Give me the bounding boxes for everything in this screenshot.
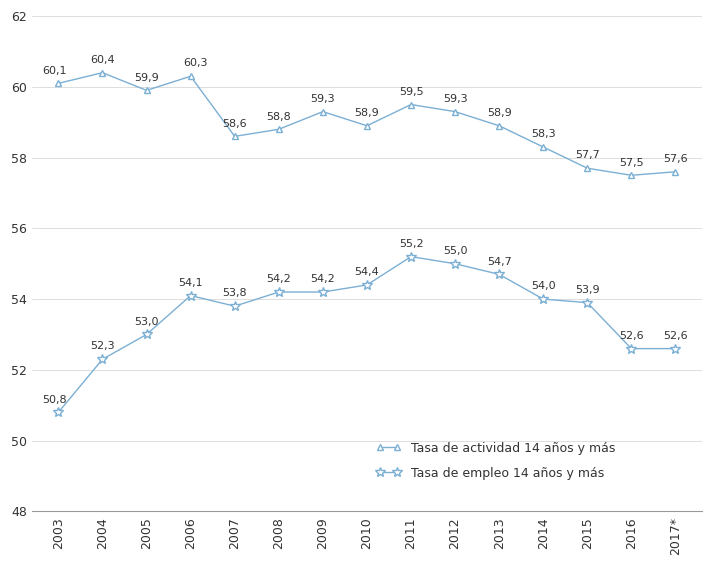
Line: Tasa de actividad 14 años y más: Tasa de actividad 14 años y más [55,69,679,179]
Text: 54,0: 54,0 [531,281,555,291]
Text: 52,3: 52,3 [90,341,115,351]
Line: Tasa de empleo 14 años y más: Tasa de empleo 14 años y más [53,252,680,417]
Tasa de actividad 14 años y más [54,80,63,87]
Text: 54,7: 54,7 [487,256,511,267]
Tasa de empleo 14 años y más [319,289,327,295]
Text: 54,2: 54,2 [267,275,291,284]
Tasa de empleo 14 años y más [583,299,592,306]
Text: 58,8: 58,8 [267,112,291,122]
Tasa de actividad 14 años y más [230,133,239,140]
Tasa de actividad 14 años y más [495,122,503,129]
Text: 57,7: 57,7 [575,151,600,160]
Text: 58,9: 58,9 [354,108,379,118]
Tasa de empleo 14 años y más [539,295,548,302]
Text: 54,1: 54,1 [178,278,203,288]
Tasa de empleo 14 años y más [363,281,371,288]
Tasa de empleo 14 años y más [671,345,679,352]
Tasa de actividad 14 años y más [186,73,195,80]
Tasa de actividad 14 años y más [98,69,107,76]
Tasa de empleo 14 años y más [186,292,195,299]
Tasa de actividad 14 años y más [451,108,459,115]
Tasa de actividad 14 años y más [671,168,679,175]
Text: 53,9: 53,9 [575,285,600,295]
Text: 60,1: 60,1 [42,66,66,75]
Text: 52,6: 52,6 [619,331,644,341]
Text: 58,9: 58,9 [487,108,511,118]
Text: 54,2: 54,2 [310,275,335,284]
Tasa de empleo 14 años y más [54,409,63,415]
Text: 53,0: 53,0 [134,317,159,327]
Tasa de empleo 14 años y más [230,303,239,310]
Tasa de empleo 14 años y más [451,260,459,267]
Text: 58,6: 58,6 [222,119,247,128]
Tasa de actividad 14 años y más [583,165,592,171]
Tasa de actividad 14 años y más [627,172,636,179]
Text: 53,8: 53,8 [222,289,247,298]
Text: 60,3: 60,3 [183,58,207,68]
Tasa de actividad 14 años y más [143,87,151,94]
Text: 55,0: 55,0 [443,246,467,256]
Text: 60,4: 60,4 [90,55,115,65]
Text: 55,2: 55,2 [399,239,424,249]
Tasa de empleo 14 años y más [98,356,107,363]
Tasa de actividad 14 años y más [406,101,415,108]
Tasa de empleo 14 años y más [143,331,151,338]
Text: 59,5: 59,5 [399,87,424,97]
Text: 57,6: 57,6 [663,154,688,164]
Tasa de actividad 14 años y más [275,126,283,132]
Tasa de actividad 14 años y más [363,122,371,129]
Text: 59,3: 59,3 [443,94,468,104]
Tasa de empleo 14 años y más [627,345,636,352]
Tasa de actividad 14 años y más [539,144,548,151]
Text: 54,4: 54,4 [354,267,379,277]
Tasa de empleo 14 años y más [275,289,283,295]
Tasa de empleo 14 años y más [406,253,415,260]
Legend: Tasa de actividad 14 años y más, Tasa de empleo 14 años y más: Tasa de actividad 14 años y más, Tasa de… [376,442,615,481]
Text: 57,5: 57,5 [619,157,644,168]
Text: 52,6: 52,6 [663,331,688,341]
Text: 50,8: 50,8 [41,395,66,405]
Text: 58,3: 58,3 [531,129,555,139]
Text: 59,9: 59,9 [134,72,159,83]
Tasa de empleo 14 años y más [495,271,503,278]
Text: 59,3: 59,3 [311,94,335,104]
Tasa de actividad 14 años y más [319,108,327,115]
